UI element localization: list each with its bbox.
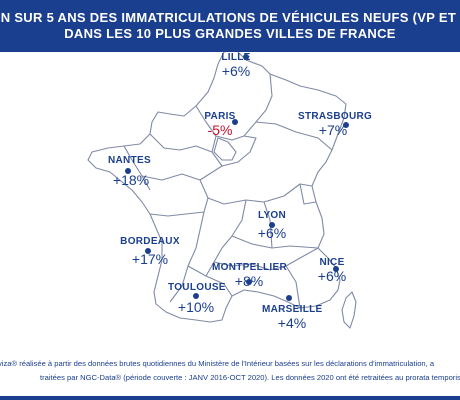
region-line [123,145,151,191]
city-label-marseille: MARSEILLE +4% [262,304,322,331]
city-name: MONTPELLIER [212,262,287,273]
bottom-rule [0,396,460,400]
city-dot-marseille [286,295,292,301]
city-value: +10% [177,299,215,315]
city-label-montpellier: MONTPELLIER +8% [212,262,287,289]
city-name: BORDEAUX [120,236,180,247]
city-dot-nice [333,266,339,272]
corsica [341,291,357,329]
region-line [211,135,257,167]
city-value: +6% [257,225,287,241]
city-label-lyon: LYON +6% [250,210,294,241]
city-dot-lille [243,54,249,60]
city-dot-lyon [269,222,275,228]
city-dot-strasbourg [343,122,349,128]
footnote-line-1: viza® réalisée à partir des données brut… [0,359,435,368]
region-line [169,211,205,303]
city-label-bordeaux: BORDEAUX +17% [120,236,180,267]
region-line [149,133,213,153]
region-line [263,201,273,249]
city-value: +6% [221,63,251,79]
source-footnote: viza® réalisée à partir des données brut… [0,344,460,400]
city-name: LILLE [221,52,251,63]
region-line [205,199,247,277]
city-name: MARSEILLE [262,304,323,315]
city-value: +8% [234,273,264,289]
city-dot-toulouse [193,293,199,299]
title-line-2: DANS LES 10 PLUS GRANDES VILLES DE FRANC… [64,26,396,41]
city-label-nantes: NANTES +18% [106,155,156,188]
region-line [299,183,317,205]
paris-region [213,137,237,161]
city-dot-bordeaux [145,248,151,254]
region-line [213,247,319,271]
city-value: +7% [318,122,348,138]
city-dot-montpellier [246,279,252,285]
city-value: +4% [277,315,307,331]
region-line [199,179,313,205]
city-value: -5% [207,122,233,138]
city-value: +6% [317,268,347,284]
region-line [141,165,223,181]
region-line [285,265,301,309]
region-line [187,265,233,297]
city-label-paris: PARIS -5% [198,111,242,138]
city-name: STRASBOURG [298,111,373,122]
city-name: LYON [257,210,287,221]
footnote-line-2: traitées par NGC-Data® (période couverte… [40,373,460,382]
city-name: NICE [319,257,345,268]
city-label-lille: LILLE +6% [214,52,258,79]
title-line-1: UTION SUR 5 ANS DES IMMATRICULATIONS DE … [0,10,460,25]
city-dot-paris [232,119,238,125]
title-banner: UTION SUR 5 ANS DES IMMATRICULATIONS DE … [0,0,460,52]
city-label-strasbourg: STRASBOURG +7% [298,111,373,138]
france-map: LILLE +6% PARIS -5% STRASBOURG +7% NANTE… [0,52,460,340]
city-label-toulouse: TOULOUSE +10% [168,282,226,315]
city-name: TOULOUSE [168,282,226,293]
city-dot-nantes [125,168,131,174]
city-value: +18% [112,172,150,188]
city-label-nice: NICE +6% [312,257,352,284]
city-name: NANTES [108,155,151,166]
france-border [87,52,347,323]
city-value: +17% [131,251,169,267]
region-line [149,197,209,217]
france-outline-map [87,52,357,329]
region-line [255,121,333,151]
city-name: PARIS [204,111,236,122]
